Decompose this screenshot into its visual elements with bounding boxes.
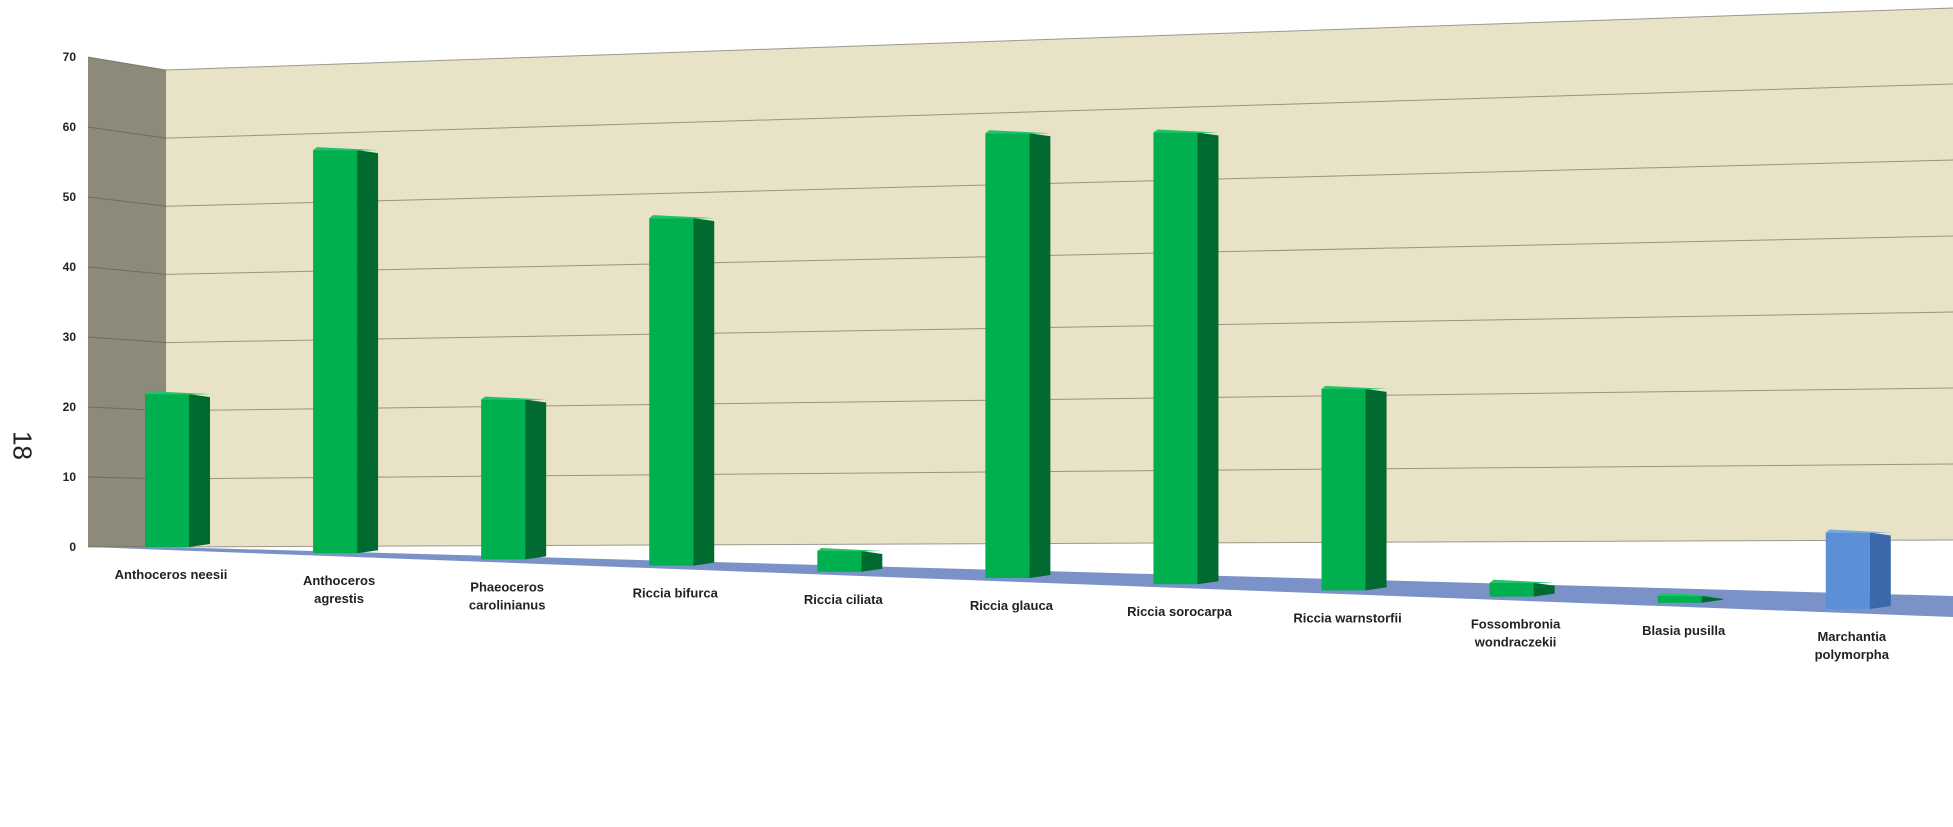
x-tick-label: Phaeoceros carolinianus xyxy=(469,579,546,612)
bar xyxy=(985,130,1051,578)
chart-floor-surface xyxy=(88,547,1953,617)
gridline-back xyxy=(165,463,1953,480)
bar-side xyxy=(1365,388,1387,591)
gridline-back xyxy=(165,387,1953,412)
bar xyxy=(1825,529,1891,609)
gridline-side xyxy=(87,336,167,344)
gridline-back xyxy=(165,7,1953,71)
bar-front xyxy=(1321,388,1366,591)
bar xyxy=(1153,129,1219,585)
gridline-back xyxy=(165,235,1953,275)
gridline-side xyxy=(87,126,167,139)
chart-walls xyxy=(88,8,1953,547)
bar-front xyxy=(649,218,694,566)
gridlines xyxy=(87,7,1953,548)
gridline-back xyxy=(165,311,1953,344)
y-tick-label: 60 xyxy=(63,120,77,134)
bar xyxy=(817,547,883,572)
bar xyxy=(1657,592,1723,603)
back-wall xyxy=(166,8,1953,547)
y-tick-label: 20 xyxy=(63,400,77,414)
bar-front xyxy=(985,133,1030,578)
bar xyxy=(313,147,379,554)
y-tick-label: 50 xyxy=(63,190,77,204)
x-tick-label: Blasia pusilla xyxy=(1642,623,1726,638)
bar-side xyxy=(1869,532,1891,609)
x-tick-label: Anthoceros agrestis xyxy=(303,573,375,606)
x-tick-label: Riccia warnstorfii xyxy=(1293,610,1401,625)
bar-front xyxy=(1657,595,1702,603)
x-tick-label: Riccia sorocarpa xyxy=(1127,604,1233,619)
gridline-side xyxy=(87,196,167,207)
bar-top xyxy=(817,547,883,552)
y-tick-label: 10 xyxy=(63,470,77,484)
gridline-side xyxy=(87,56,167,71)
bar-top xyxy=(649,215,715,219)
bar-side xyxy=(189,394,210,547)
bar-front xyxy=(145,394,189,547)
bar-side xyxy=(861,550,883,572)
bar-side xyxy=(1197,132,1219,585)
bar-top xyxy=(985,130,1051,134)
page-number: 18 xyxy=(7,431,38,460)
bar-top xyxy=(145,391,210,395)
gridline-back xyxy=(165,159,1953,207)
x-tick-label: Anthoceros neesii xyxy=(115,567,228,582)
bar-top xyxy=(481,396,547,401)
bar-front xyxy=(1153,132,1198,585)
bar xyxy=(649,215,715,566)
bar-front xyxy=(313,150,358,554)
bar-front xyxy=(817,550,862,572)
x-tick-label: Marchantia polymorpha xyxy=(1815,629,1890,662)
bar-front xyxy=(1825,532,1870,609)
bar-top xyxy=(1489,579,1555,584)
bar xyxy=(1489,579,1555,597)
bars xyxy=(145,129,1891,609)
bar-top xyxy=(1657,592,1723,597)
bar-side xyxy=(357,150,379,554)
x-tick-label: Riccia glauca xyxy=(970,598,1054,613)
bar xyxy=(145,391,210,547)
x-tick-label: Riccia bifurca xyxy=(633,586,719,601)
gridline-back xyxy=(165,539,1953,548)
bar xyxy=(1321,385,1387,591)
bar xyxy=(481,396,547,560)
chart-floor xyxy=(88,547,1953,617)
bar-top xyxy=(1153,129,1219,133)
y-tick-label: 40 xyxy=(63,260,77,274)
bar-side xyxy=(1029,133,1051,578)
y-tick-label: 30 xyxy=(63,330,77,344)
bar-top xyxy=(313,147,379,151)
bar-side xyxy=(693,218,715,566)
x-tick-label: Riccia ciliata xyxy=(804,592,884,607)
x-tick-label: Fossombronia wondraczekii xyxy=(1471,617,1561,650)
y-axis-ticks: 0 10 20 30 40 50 60 70 xyxy=(63,50,77,554)
y-tick-label: 70 xyxy=(63,50,77,64)
bar-side xyxy=(1533,582,1555,597)
bar-front xyxy=(1489,582,1534,597)
bar-front xyxy=(481,399,526,560)
bar-side xyxy=(1701,595,1723,603)
y-tick-label: 0 xyxy=(69,540,76,554)
bar-side xyxy=(525,399,547,560)
gridline-back xyxy=(165,83,1953,139)
bar-top xyxy=(1321,385,1387,390)
gridline-side xyxy=(87,266,167,275)
bar-top xyxy=(1825,529,1891,534)
x-axis-labels: Anthoceros neesii Anthoceros agrestis Phaeo… xyxy=(115,567,1890,662)
